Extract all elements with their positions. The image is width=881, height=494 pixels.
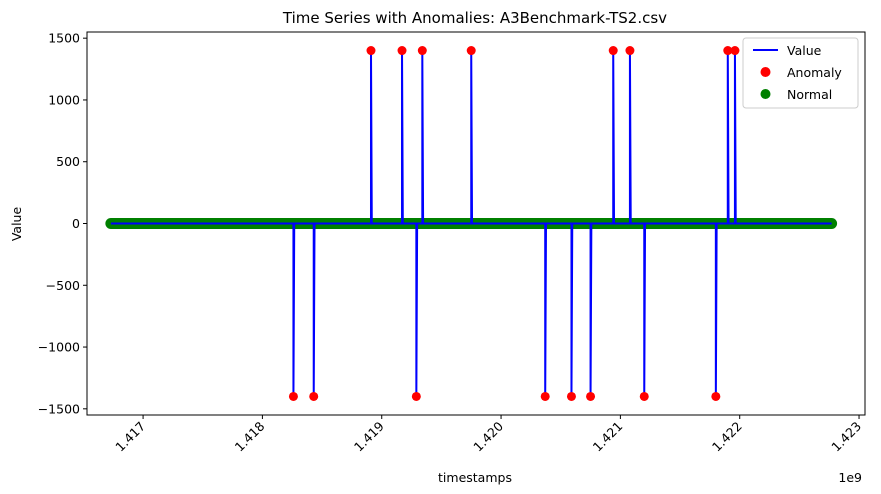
legend-anomaly-swatch [760,67,771,77]
x-axis-offset-label: 1e9 [838,470,862,485]
legend-normal-swatch [760,89,771,99]
y-tick-label: 500 [56,154,80,169]
anomaly-point-3 [366,46,376,56]
legend: Value Anomaly Normal [742,37,859,109]
anomaly-point-12 [625,46,635,56]
legend-anomaly-label: Anomaly [787,65,842,80]
anomaly-point-1 [288,391,298,401]
anomaly-point-6 [417,46,427,56]
anomaly-point-10 [586,391,596,401]
anomaly-point-2 [309,391,319,401]
anomaly-point-14 [711,391,721,401]
anomaly-point-5 [411,391,421,401]
anomaly-point-11 [608,46,618,56]
anomaly-point-8 [540,391,550,401]
anomaly-point-16 [730,46,740,56]
y-tick-label: 1500 [48,31,80,46]
y-tick-label: −1500 [38,401,80,416]
legend-box [742,37,859,109]
anomaly-point-9 [566,391,576,401]
anomaly-point-13 [639,391,649,401]
y-tick-label: −1000 [38,340,80,355]
y-axis-label: Value [9,207,24,242]
anomaly-point-15 [723,46,733,56]
y-tick-label: 0 [72,216,80,231]
chart-title: Time Series with Anomalies: A3Benchmark-… [282,9,667,27]
y-tick-label: 1000 [48,92,80,107]
value-series-line [110,50,832,397]
x-axis-label: timestamps [438,470,512,485]
legend-value-label: Value [787,43,822,58]
y-tick-label: −500 [46,278,80,293]
anomaly-point-4 [397,46,407,56]
legend-normal-label: Normal [787,87,832,102]
anomaly-point-7 [466,46,476,56]
plot-area [105,46,838,401]
